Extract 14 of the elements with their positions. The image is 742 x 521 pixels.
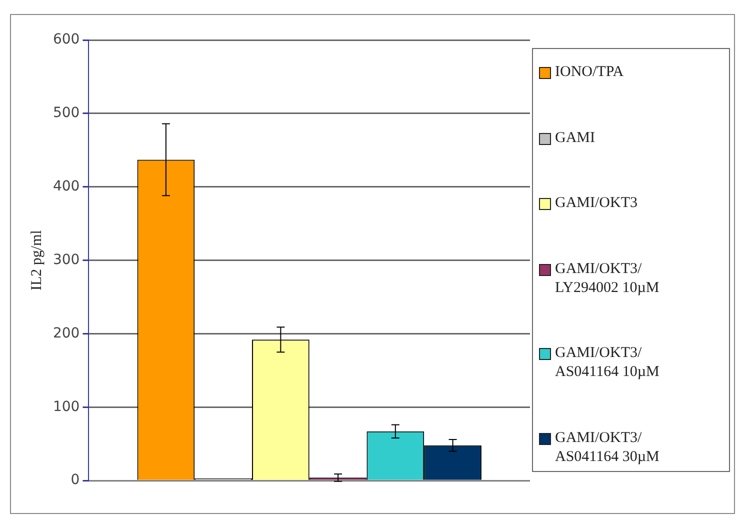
- y-axis-title: IL2 pg/ml: [28, 230, 45, 291]
- y-tick-label: 600: [52, 32, 80, 48]
- y-tick-label: 200: [52, 325, 80, 342]
- y-tick-label: 300: [52, 252, 80, 268]
- legend-label: GAMI/OKT3: [555, 194, 638, 214]
- y-tick-label: 0: [70, 472, 80, 488]
- legend-label: GAMI/OKT3/AS041164 10µM: [555, 344, 660, 382]
- y-tick-label: 500: [52, 105, 80, 122]
- legend-label: GAMI: [555, 130, 595, 146]
- y-tick-label: 400: [52, 178, 80, 195]
- y-tick-label: 100: [52, 398, 80, 415]
- legend-label: IONO/TPA: [555, 63, 624, 82]
- legend-label: GAMI/OKT3/AS041164 30µM: [555, 428, 660, 467]
- legend-label: GAMI/OKT3/LY294002 10µM: [555, 260, 660, 298]
